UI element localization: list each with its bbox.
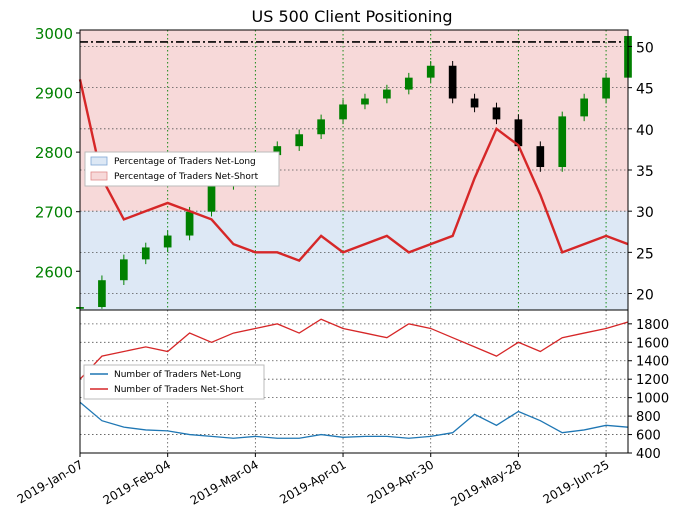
net-short-count-line [79, 318, 629, 380]
top-panel: 2600 2700 2800 2900 3000 20 25 30 35 40 45 50 Perc… [35, 25, 654, 311]
candle-body [163, 235, 172, 248]
percentage-axis-tick-label: 25 [636, 246, 654, 262]
net-short-percentage-path [78, 79, 629, 263]
candle-body [383, 89, 391, 99]
candle-body [470, 98, 479, 108]
count-axis-tick-label: 800 [636, 410, 661, 425]
legend-net-long-count-label: Number of Traders Net-Long [114, 370, 241, 380]
candle-body [141, 247, 150, 260]
price-axis-tick-label: 2700 [35, 204, 73, 222]
price-axis-ticks: 2600 2700 2800 2900 3000 [35, 25, 80, 281]
candle-body [602, 77, 610, 99]
candle-body [404, 77, 413, 90]
candle-body [339, 104, 347, 120]
net-long-area [80, 211, 628, 310]
count-axis-tick-label: 600 [636, 429, 661, 444]
candle-body [448, 65, 457, 99]
date-axis-tick-label: 2019-Apr-01 [277, 457, 348, 506]
percentage-axis-tick-label: 35 [636, 164, 654, 180]
percentage-axis-tick-label: 30 [636, 205, 654, 221]
net-long-count-line [79, 401, 629, 439]
percentage-axis-ticks: 20 25 30 35 40 45 50 [628, 40, 654, 304]
candle-body [273, 146, 282, 156]
count-axis-tick-label: 1000 [636, 392, 669, 407]
count-axis-tick-label: 1800 [636, 318, 669, 333]
candle-body [317, 119, 325, 135]
date-axis-tick-label: 2019-May-28 [448, 457, 523, 509]
candle-body [426, 65, 435, 78]
count-axis-tick-label: 1600 [636, 336, 669, 351]
legend-net-short-label: Percentage of Traders Net-Short [114, 172, 259, 182]
candle-body [120, 259, 128, 281]
candle-body [580, 98, 588, 117]
legend-net-short-count-label: Number of Traders Net-Short [114, 385, 244, 395]
price-axis-tick-label: 2600 [35, 263, 73, 281]
percentage-axis-tick-label: 40 [636, 123, 654, 139]
price-axis-tick-label: 2800 [35, 144, 73, 162]
candle-body [295, 134, 304, 147]
date-axis-tick-label: 2019-Apr-30 [365, 457, 436, 506]
candle-body [361, 98, 369, 105]
bottom-panel-frame [79, 309, 629, 454]
legend-net-short-swatch [90, 171, 108, 181]
net-long-count-path [79, 401, 629, 439]
candle-body [536, 146, 545, 168]
percentage-axis-tick-label: 45 [636, 82, 654, 98]
count-axis-tick-label: 1200 [636, 373, 669, 388]
candle-body [98, 280, 106, 308]
percentage-axis-tick-label: 20 [636, 288, 654, 304]
date-axis-tick-label: 2019-Jun-25 [541, 457, 612, 506]
top-legend-box [84, 151, 280, 187]
legend-net-long-swatch [90, 156, 108, 166]
date-axis-tick-label: 2019-Jan-07 [15, 457, 86, 506]
chart-title: US 500 Client Positioning [251, 7, 452, 26]
candle-body [492, 107, 501, 120]
candle-body [558, 116, 567, 168]
count-axis-tick-label: 1400 [636, 355, 669, 370]
candle-body [207, 184, 216, 212]
bottom-legend: Number of Traders Net-Long Number of Tra… [83, 364, 265, 400]
date-axis-tick-label: 2019-Mar-04 [188, 457, 261, 507]
trader-count-axis-ticks: 400 600 800 1000 1200 1400 1600 1800 [628, 318, 669, 462]
date-axis-ticks: 2019-Jan-07 2019-Feb-04 2019-Mar-04 2019-Ap… [15, 453, 612, 509]
date-axis-tick-label: 2019-Feb-04 [101, 457, 174, 507]
top-legend: Percentage of Traders Net-Long Percentag… [84, 151, 280, 187]
price-axis-tick-label: 3000 [35, 25, 73, 43]
bottom-legend-box [83, 364, 265, 400]
price-axis-tick-label: 2900 [35, 85, 73, 103]
legend-net-long-label: Percentage of Traders Net-Long [114, 157, 256, 167]
candle-body [185, 211, 194, 236]
count-axis-tick-label: 400 [636, 447, 661, 462]
bottom-panel: 400 600 800 1000 1200 1400 1600 1800 Number of … [79, 309, 669, 462]
percentage-axis-tick-label: 50 [636, 40, 654, 56]
candle-body [514, 119, 523, 147]
net-short-percentage-line [78, 79, 629, 263]
net-short-count-path [79, 318, 629, 380]
